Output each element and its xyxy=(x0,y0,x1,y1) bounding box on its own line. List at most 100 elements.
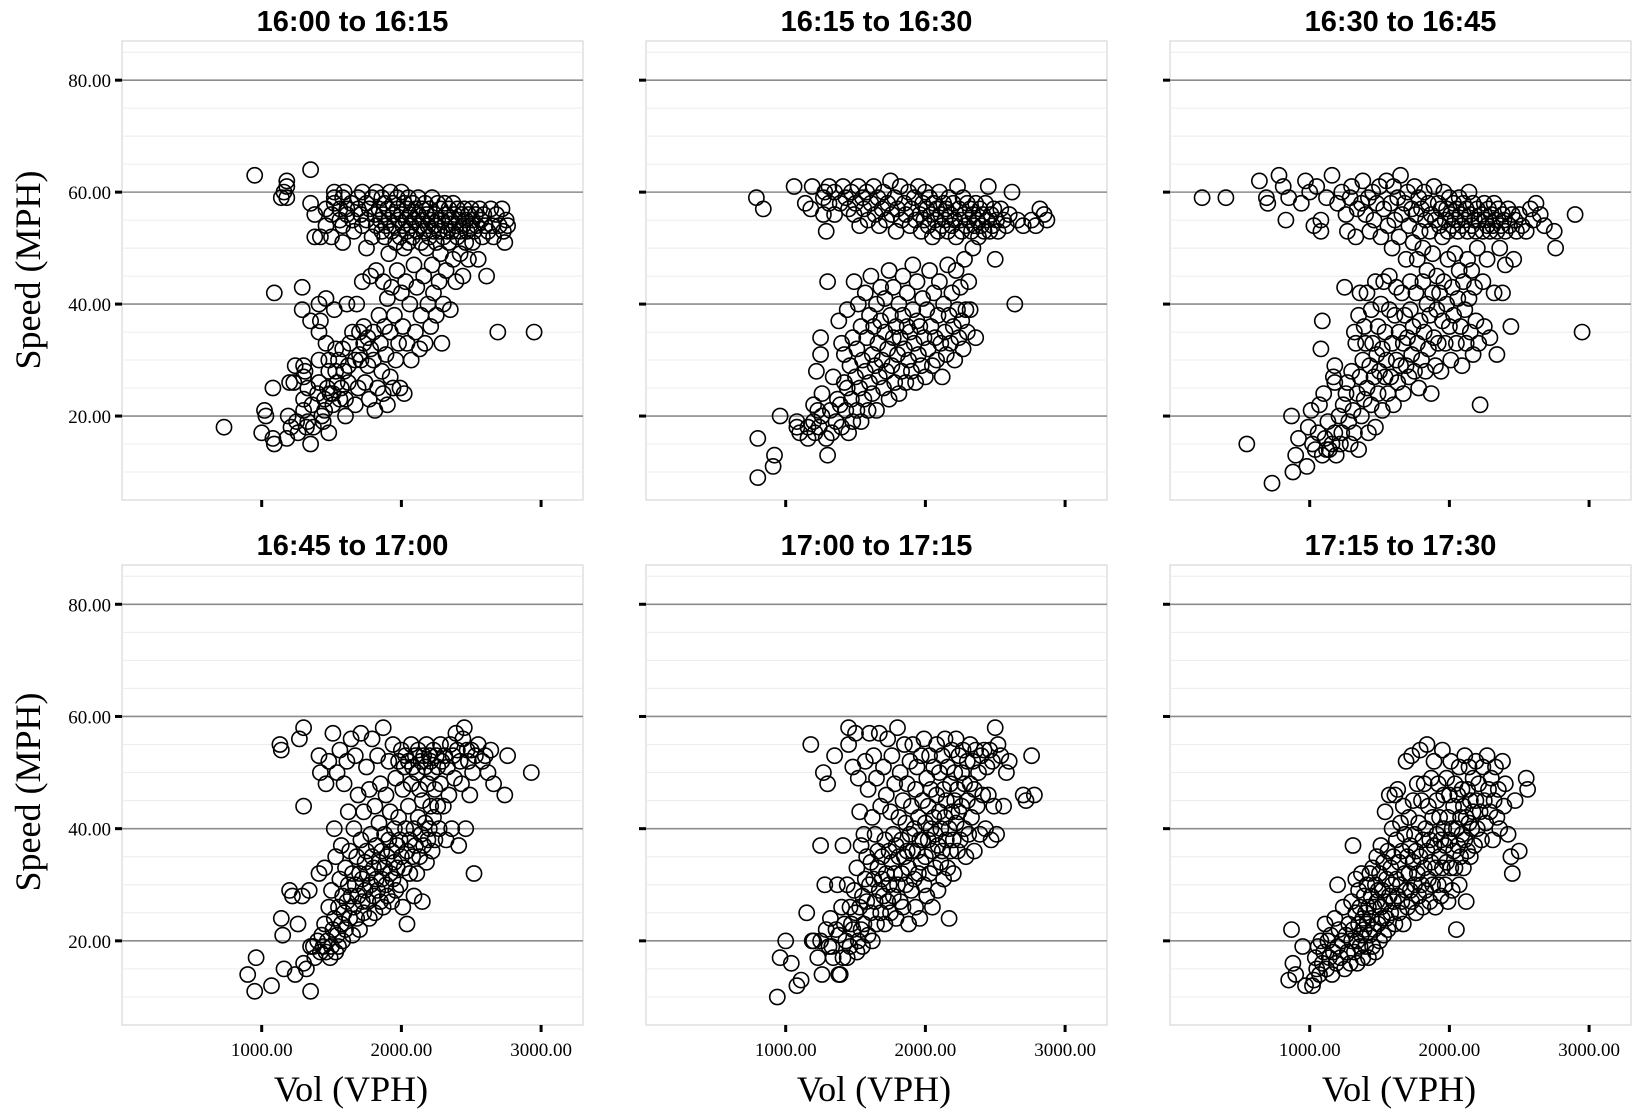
data-point xyxy=(496,786,514,804)
data-point xyxy=(360,781,378,798)
data-point xyxy=(1367,273,1384,291)
data-point xyxy=(1347,228,1365,246)
data-point xyxy=(349,786,367,804)
data-point xyxy=(985,200,1003,218)
data-point xyxy=(383,893,400,910)
data-point xyxy=(858,893,876,910)
data-point xyxy=(1406,178,1423,195)
data-point xyxy=(1308,178,1326,195)
data-point xyxy=(893,211,910,229)
data-point xyxy=(349,189,367,207)
data-point xyxy=(965,842,983,860)
data-point xyxy=(352,831,370,849)
panel-background xyxy=(121,564,584,1026)
data-point xyxy=(924,898,941,916)
data-point xyxy=(929,306,947,324)
data-point xyxy=(1429,334,1447,352)
data-point xyxy=(1392,357,1409,375)
data-point xyxy=(1448,921,1465,938)
data-point xyxy=(300,882,318,899)
data-point xyxy=(924,842,941,860)
data-point xyxy=(351,921,368,938)
data-point xyxy=(866,825,884,843)
data-point xyxy=(471,200,488,218)
data-point xyxy=(401,831,419,849)
data-point xyxy=(977,820,994,838)
data-point xyxy=(985,797,1003,815)
data-point xyxy=(1491,239,1509,257)
data-point xyxy=(1429,775,1447,793)
data-point xyxy=(950,329,968,347)
data-point xyxy=(418,239,435,257)
data-point xyxy=(924,228,941,246)
data-point xyxy=(485,775,502,793)
data-point xyxy=(766,446,783,464)
data-point xyxy=(919,797,937,815)
data-point xyxy=(416,814,434,832)
data-point xyxy=(978,758,996,776)
data-point xyxy=(998,764,1015,781)
data-point xyxy=(1467,312,1485,330)
data-point xyxy=(788,977,806,995)
data-point xyxy=(1424,876,1441,894)
panel-6: 1000.00 2000.00 3000.00 17:15 to 17:30 xyxy=(1163,530,1632,1061)
data-point xyxy=(441,301,459,319)
data-point xyxy=(924,357,941,375)
data-point xyxy=(957,301,975,319)
data-point xyxy=(1344,921,1362,938)
data-point xyxy=(863,346,881,363)
data-point xyxy=(1379,842,1397,860)
data-point xyxy=(1326,357,1344,375)
data-point xyxy=(812,932,829,950)
data-point xyxy=(940,189,958,207)
data-point xyxy=(914,792,931,809)
data-point xyxy=(917,183,934,201)
data-point xyxy=(478,267,495,285)
data-point xyxy=(374,719,392,737)
data-point xyxy=(1333,183,1351,201)
data-point xyxy=(310,747,328,765)
data-point xyxy=(1425,752,1443,770)
data-point xyxy=(1459,250,1476,268)
data-point xyxy=(1414,831,1432,849)
data-point xyxy=(841,898,859,916)
data-point xyxy=(1420,797,1437,815)
data-point xyxy=(1438,769,1455,787)
data-point xyxy=(1397,357,1415,375)
data-point xyxy=(796,194,814,212)
data-point xyxy=(922,206,940,223)
data-point xyxy=(1421,893,1439,910)
data-point xyxy=(942,206,959,223)
data-point xyxy=(1354,172,1372,190)
data-point xyxy=(1393,284,1411,302)
data-point xyxy=(332,915,350,933)
data-point xyxy=(395,239,413,257)
data-point xyxy=(320,424,338,442)
data-point xyxy=(215,418,233,436)
data-point xyxy=(929,882,947,899)
data-point xyxy=(905,334,923,352)
data-point xyxy=(289,915,307,933)
data-point xyxy=(872,797,890,815)
data-point xyxy=(376,318,393,335)
data-point xyxy=(768,988,786,1006)
data-points xyxy=(748,172,1056,486)
data-point xyxy=(1394,385,1412,402)
data-point xyxy=(402,775,420,793)
data-point xyxy=(342,887,360,905)
data-point xyxy=(967,741,985,759)
data-point xyxy=(380,752,398,770)
data-point xyxy=(279,407,297,425)
data-point xyxy=(310,865,328,882)
data-point xyxy=(355,803,373,821)
data-point xyxy=(1397,250,1415,268)
data-point xyxy=(302,194,319,212)
data-point xyxy=(998,217,1015,235)
data-point xyxy=(1343,362,1360,380)
data-point xyxy=(427,747,445,765)
data-point xyxy=(893,831,910,849)
data-point xyxy=(1471,803,1489,821)
data-point xyxy=(246,166,264,184)
x-tick-label: 1000.00 xyxy=(1279,1040,1341,1061)
data-point xyxy=(1376,803,1394,821)
